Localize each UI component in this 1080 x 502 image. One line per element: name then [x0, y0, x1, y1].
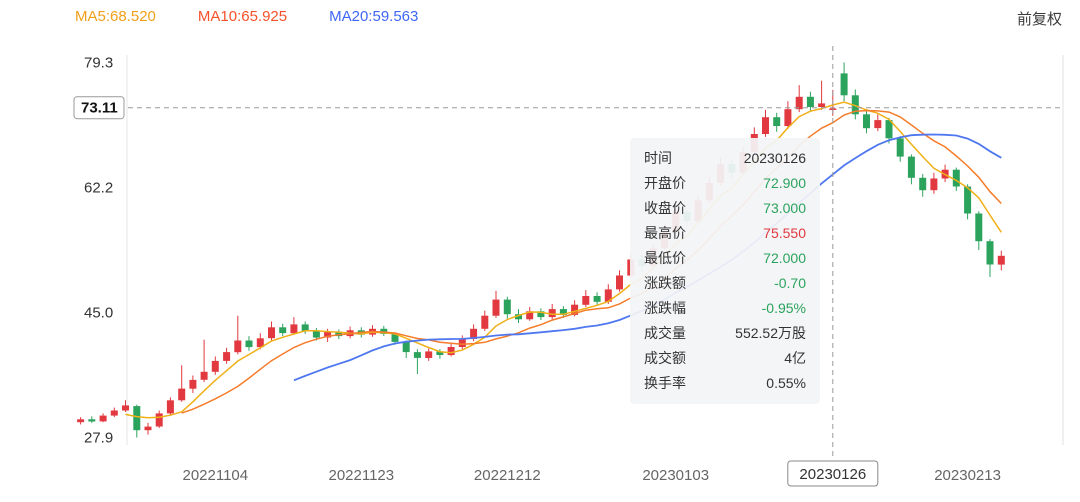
ma5-line: [125, 101, 1002, 419]
tooltip-row-change: 涨跌额 -0.70: [644, 271, 806, 296]
svg-text:27.9: 27.9: [84, 430, 113, 447]
tooltip-label-high: 最高价: [644, 225, 686, 241]
tooltip-label-volume: 成交量: [644, 325, 686, 341]
y-axis-labels: 79.3 62.2 45.0 27.9: [84, 55, 113, 447]
svg-text:62.2: 62.2: [84, 179, 113, 196]
tooltip-row-turnover-rate: 换手率 0.55%: [644, 371, 806, 396]
tooltip-row-low: 最低价 72.000: [644, 246, 806, 271]
svg-text:20221123: 20221123: [328, 467, 394, 484]
tooltip-value-change: -0.70: [774, 275, 806, 291]
tooltip-row-turnover: 成交额 4亿: [644, 346, 806, 371]
svg-text:20230213: 20230213: [934, 467, 1001, 484]
tooltip-value-turnover-rate: 0.55%: [766, 375, 806, 391]
tooltip-value-high: 75.550: [763, 225, 806, 241]
tooltip-label-change-pct: 涨跌幅: [644, 300, 686, 316]
svg-text:79.3: 79.3: [84, 55, 113, 72]
ma5-legend: MA5:68.520: [75, 8, 156, 25]
crosshair-price-label: 73.11: [73, 96, 125, 120]
ma10-legend: MA10:65.925: [197, 8, 288, 25]
tooltip-label-time: 时间: [644, 150, 672, 166]
svg-text:20221104: 20221104: [182, 467, 248, 484]
tooltip-value-low: 72.000: [763, 250, 806, 266]
chart-topbar: MA5:68.520 MA10:65.925 MA20:59.563 前复权: [0, 8, 1080, 32]
tooltip-value-turnover: 4亿: [784, 350, 806, 366]
tooltip-label-open: 开盘价: [644, 175, 686, 191]
svg-text:20230103: 20230103: [642, 467, 709, 484]
tooltip-row-change-pct: 涨跌幅 -0.95%: [644, 296, 806, 321]
tooltip-label-change: 涨跌额: [644, 275, 686, 291]
tooltip-row-high: 最高价 75.550: [644, 221, 806, 246]
tooltip-value-open: 72.900: [763, 175, 806, 191]
tooltip-value-time: 20230126: [743, 150, 806, 166]
svg-text:20230126: 20230126: [799, 466, 866, 483]
tooltip-label-low: 最低价: [644, 250, 686, 266]
tooltip-label-close: 收盘价: [644, 200, 686, 216]
x-axis-labels: 20221104 20221123 20221212 20230103 20230126…: [182, 460, 1001, 487]
svg-text:73.11: 73.11: [81, 100, 118, 117]
ma10-line: [181, 109, 1002, 414]
ma-legend: MA5:68.520 MA10:65.925 MA20:59.563: [75, 8, 418, 25]
adjust-mode-button[interactable]: 前复权: [1016, 11, 1062, 28]
crosshair-date-label: 20230126: [787, 460, 879, 487]
tooltip-value-change-pct: -0.95%: [761, 300, 806, 316]
svg-text:45.0: 45.0: [84, 305, 113, 322]
tooltip-label-turnover: 成交额: [644, 350, 686, 366]
candles: [77, 62, 1005, 438]
tooltip-value-close: 73.000: [763, 200, 806, 216]
tooltip-label-turnover-rate: 换手率: [644, 375, 686, 391]
tooltip-row-open: 开盘价 72.900: [644, 171, 806, 196]
ma20-legend: MA20:59.563: [329, 8, 419, 25]
tooltip-row-volume: 成交量 552.52万股: [644, 321, 806, 346]
tooltip-value-volume: 552.52万股: [735, 325, 806, 341]
svg-text:20221212: 20221212: [474, 467, 541, 484]
tooltip-panel: 时间 20230126 开盘价 72.900 收盘价 73.000 最高价 75.550 最低价…: [630, 138, 820, 404]
tooltip-row-close: 收盘价 73.000: [644, 196, 806, 221]
tooltip-row-time: 时间 20230126: [644, 146, 806, 171]
